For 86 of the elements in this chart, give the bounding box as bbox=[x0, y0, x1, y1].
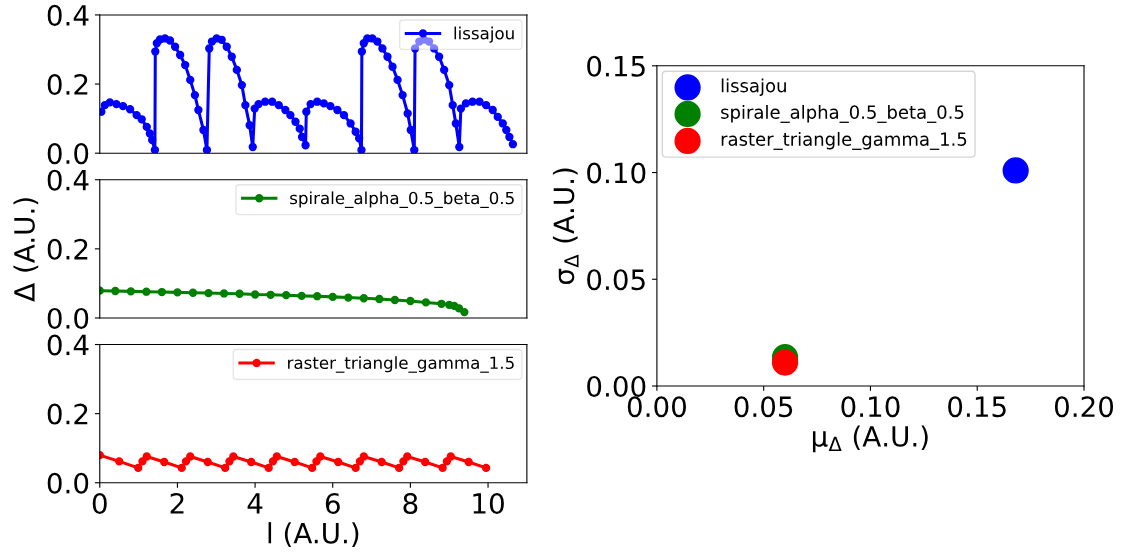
y-tick-label: 0.4 bbox=[47, 169, 89, 191]
point bbox=[126, 287, 135, 296]
x-axis-title: μ$_{Δ}$ (A.U.) bbox=[812, 425, 928, 453]
legend-label: lissajou bbox=[454, 26, 514, 43]
point bbox=[464, 457, 473, 467]
point bbox=[460, 307, 469, 317]
point bbox=[160, 457, 169, 467]
point bbox=[359, 294, 368, 303]
point bbox=[177, 463, 186, 473]
x-axis-title: l (A.U.) bbox=[268, 522, 359, 547]
point bbox=[406, 296, 415, 306]
point bbox=[1002, 157, 1029, 184]
y-axis-title: Δ (A.U.) bbox=[13, 198, 39, 302]
x-tick-label: 0.10 bbox=[841, 396, 900, 418]
point bbox=[219, 289, 229, 298]
point bbox=[334, 457, 343, 467]
y-tick-label: 0.05 bbox=[587, 269, 645, 291]
x-tick-label: 0.05 bbox=[734, 396, 793, 418]
point bbox=[221, 463, 230, 473]
point bbox=[421, 298, 431, 307]
y-tick-label: 0.4 bbox=[47, 4, 89, 26]
point bbox=[134, 463, 143, 473]
point bbox=[394, 463, 404, 473]
point bbox=[272, 452, 281, 461]
point bbox=[420, 457, 430, 467]
point bbox=[437, 299, 446, 308]
point bbox=[403, 452, 412, 461]
point bbox=[359, 452, 368, 461]
point bbox=[344, 293, 353, 302]
y-tick-label: 0.4 bbox=[47, 334, 89, 356]
y-tick-label: 0.2 bbox=[47, 238, 88, 260]
y-tick-label: 0.0 bbox=[47, 307, 89, 329]
point bbox=[290, 457, 299, 467]
x-tick-label: 0.15 bbox=[948, 396, 1006, 418]
point bbox=[247, 457, 256, 467]
point bbox=[111, 286, 120, 296]
point bbox=[771, 349, 799, 376]
point bbox=[446, 452, 455, 461]
point bbox=[438, 463, 447, 473]
y-axis-title: σ$_{Δ}$ (A.U.) bbox=[552, 168, 579, 285]
y-tick-label: 0.0 bbox=[47, 143, 89, 165]
point bbox=[115, 457, 124, 466]
point bbox=[377, 457, 386, 467]
x-tick-label: 10 bbox=[473, 492, 504, 514]
point bbox=[266, 290, 275, 299]
point bbox=[454, 304, 464, 313]
x-tick-label: 0.00 bbox=[627, 396, 686, 418]
point bbox=[316, 452, 325, 461]
point bbox=[281, 290, 291, 300]
point bbox=[142, 452, 151, 461]
point bbox=[264, 463, 273, 473]
point bbox=[313, 292, 322, 301]
y-tick-label: 0.0 bbox=[47, 472, 89, 494]
point bbox=[250, 290, 260, 299]
point bbox=[186, 452, 195, 461]
x-tick-label: 2 bbox=[170, 492, 184, 514]
point bbox=[204, 288, 213, 298]
point bbox=[173, 288, 182, 297]
point bbox=[157, 287, 167, 297]
point bbox=[297, 291, 306, 301]
point bbox=[390, 295, 400, 305]
x-tick-label: 0.20 bbox=[1054, 396, 1114, 418]
point bbox=[142, 287, 151, 296]
point bbox=[328, 292, 337, 302]
legend-label: lissajou bbox=[721, 78, 786, 96]
point bbox=[307, 463, 317, 473]
point bbox=[203, 457, 212, 467]
y-tick-label: 0.10 bbox=[587, 162, 646, 184]
legend-label: raster_triangle_gamma_1.5 bbox=[288, 356, 514, 373]
x-tick-label: 0 bbox=[92, 492, 107, 514]
legend-label: spirale_alpha_0.5_beta_0.5 bbox=[290, 191, 514, 208]
y-tick-label: 0.00 bbox=[587, 375, 646, 397]
point bbox=[229, 452, 238, 461]
point bbox=[375, 294, 384, 304]
legend-label: raster_triangle_gamma_1.5 bbox=[721, 131, 967, 150]
x-tick-label: 6 bbox=[325, 492, 340, 514]
point bbox=[481, 463, 491, 473]
point bbox=[235, 289, 244, 298]
point bbox=[188, 288, 198, 297]
point bbox=[351, 463, 360, 473]
y-tick-label: 0.15 bbox=[587, 55, 645, 77]
y-tick-label: 0.2 bbox=[47, 73, 88, 95]
y-tick-label: 0.2 bbox=[47, 403, 88, 425]
legend-label: spirale_alpha_0.5_beta_0.5 bbox=[721, 104, 964, 123]
x-tick-label: 8 bbox=[403, 492, 418, 514]
x-tick-label: 4 bbox=[247, 493, 263, 514]
